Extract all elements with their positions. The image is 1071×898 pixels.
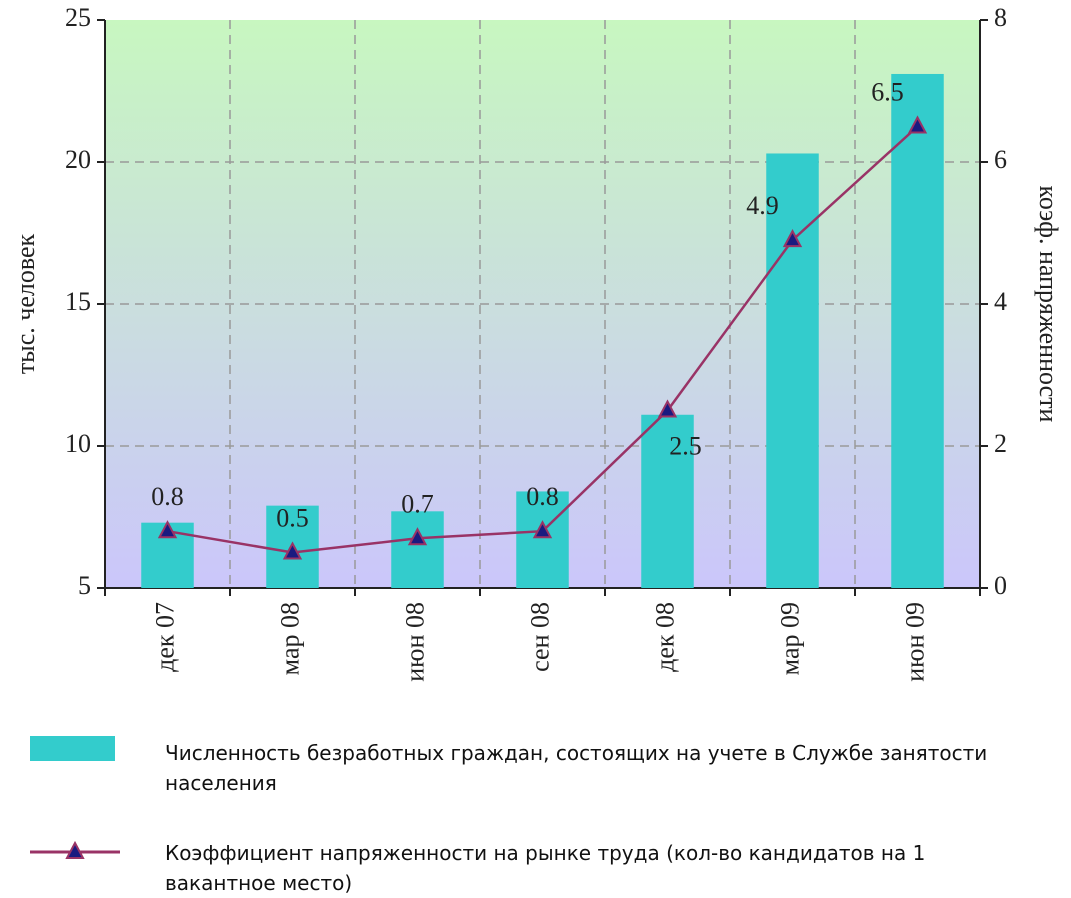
data-label: 0.7 <box>401 489 434 518</box>
legend-bar <box>30 736 115 761</box>
legend-label: Численность безработных граждан, состоящ… <box>165 741 988 795</box>
marker <box>407 527 428 546</box>
data-label: 2.5 <box>669 431 702 460</box>
x-tick-label: сен 08 <box>525 602 554 672</box>
marker <box>282 541 303 560</box>
x-tick-label: июн 09 <box>900 602 929 682</box>
data-label: 0.5 <box>276 503 309 532</box>
bar <box>891 73 944 588</box>
x-tick-label: июн 08 <box>400 602 429 682</box>
marker <box>532 520 553 539</box>
y-tick-label: 15 <box>65 287 91 316</box>
data-label: 4.9 <box>746 191 779 220</box>
marker <box>157 520 178 539</box>
y-tick-label: 25 <box>65 3 91 32</box>
y-tick-label: 10 <box>65 429 91 458</box>
chart: тыс. человек коэф. напряженности 5101520… <box>11 3 1063 682</box>
legend-swatch <box>30 840 120 859</box>
legend-label: Коэффициент напряженности на рынке труда… <box>165 841 926 895</box>
bar <box>641 414 694 588</box>
marker <box>657 399 678 418</box>
y2-tick-label: 2 <box>994 429 1007 458</box>
y2-tick-label: 0 <box>994 571 1007 600</box>
data-label: 6.5 <box>871 77 904 106</box>
legend-marker <box>65 840 85 859</box>
bar <box>391 511 444 588</box>
x-tick-label: мар 09 <box>775 602 804 675</box>
y2-tick-label: 8 <box>994 3 1007 32</box>
x-tick-label: дек 07 <box>150 602 179 672</box>
x-tick-label: мар 08 <box>275 602 304 675</box>
bar <box>766 153 819 589</box>
y2-axis-label: коэф. напряженности <box>1034 186 1063 423</box>
marker <box>782 228 803 248</box>
y2-tick-label: 6 <box>994 145 1007 174</box>
y-axis-label: тыс. человек <box>11 234 40 375</box>
legend-swatch <box>30 736 115 761</box>
data-label: 0.8 <box>526 482 559 511</box>
y-tick-label: 5 <box>78 571 91 600</box>
data-label: 0.8 <box>151 482 184 511</box>
y-tick-label: 20 <box>65 145 91 174</box>
marker <box>907 115 928 134</box>
bar <box>516 491 569 588</box>
x-tick-label: дек 08 <box>650 602 679 672</box>
y2-tick-label: 4 <box>994 287 1007 316</box>
